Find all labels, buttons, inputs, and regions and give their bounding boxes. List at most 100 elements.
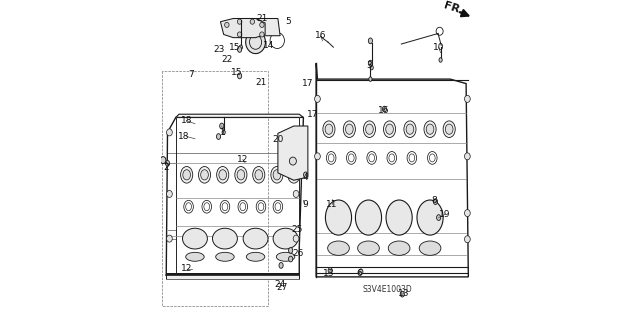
Ellipse shape bbox=[219, 170, 227, 180]
Text: 21: 21 bbox=[256, 14, 268, 23]
Ellipse shape bbox=[225, 22, 229, 27]
Polygon shape bbox=[243, 19, 280, 36]
Polygon shape bbox=[176, 114, 303, 117]
Ellipse shape bbox=[246, 252, 265, 261]
Polygon shape bbox=[166, 274, 300, 279]
Text: 12: 12 bbox=[237, 155, 248, 164]
Ellipse shape bbox=[183, 170, 191, 180]
Ellipse shape bbox=[445, 124, 453, 134]
Text: 25: 25 bbox=[291, 225, 303, 234]
Ellipse shape bbox=[426, 124, 434, 134]
Ellipse shape bbox=[273, 228, 298, 249]
Ellipse shape bbox=[273, 170, 281, 180]
Ellipse shape bbox=[443, 121, 455, 137]
Text: 27: 27 bbox=[276, 283, 288, 292]
Ellipse shape bbox=[369, 77, 372, 81]
Ellipse shape bbox=[465, 236, 470, 243]
Ellipse shape bbox=[328, 241, 349, 255]
Text: 21: 21 bbox=[255, 78, 267, 87]
Text: 15: 15 bbox=[228, 43, 240, 52]
Polygon shape bbox=[278, 126, 308, 180]
Ellipse shape bbox=[289, 157, 296, 165]
Ellipse shape bbox=[382, 106, 387, 112]
Text: 17: 17 bbox=[307, 110, 319, 119]
Ellipse shape bbox=[201, 170, 209, 180]
Ellipse shape bbox=[260, 22, 264, 27]
Text: 7: 7 bbox=[188, 70, 194, 79]
Ellipse shape bbox=[439, 58, 442, 62]
Ellipse shape bbox=[328, 268, 332, 273]
Ellipse shape bbox=[293, 190, 299, 197]
Text: 10: 10 bbox=[433, 43, 444, 52]
Ellipse shape bbox=[250, 19, 255, 24]
Ellipse shape bbox=[253, 167, 265, 183]
Ellipse shape bbox=[436, 215, 441, 220]
Ellipse shape bbox=[465, 153, 470, 160]
Ellipse shape bbox=[325, 200, 351, 235]
Ellipse shape bbox=[433, 199, 438, 204]
Ellipse shape bbox=[323, 121, 335, 137]
Ellipse shape bbox=[198, 167, 211, 183]
Ellipse shape bbox=[386, 124, 394, 134]
Ellipse shape bbox=[216, 134, 221, 139]
Text: 13: 13 bbox=[323, 269, 335, 278]
Text: FR.: FR. bbox=[443, 1, 465, 17]
Ellipse shape bbox=[400, 291, 404, 297]
Text: 22: 22 bbox=[221, 56, 232, 64]
Ellipse shape bbox=[289, 248, 292, 253]
Polygon shape bbox=[220, 19, 265, 38]
Text: 5: 5 bbox=[285, 17, 291, 26]
Ellipse shape bbox=[237, 73, 242, 79]
Ellipse shape bbox=[386, 200, 412, 235]
Ellipse shape bbox=[370, 65, 373, 70]
Ellipse shape bbox=[406, 124, 414, 134]
Ellipse shape bbox=[166, 129, 172, 136]
Ellipse shape bbox=[358, 241, 380, 255]
Text: 19: 19 bbox=[439, 210, 451, 219]
Ellipse shape bbox=[166, 160, 170, 166]
Text: 13: 13 bbox=[398, 289, 410, 298]
Ellipse shape bbox=[220, 123, 224, 129]
Text: 12: 12 bbox=[181, 264, 193, 273]
Ellipse shape bbox=[315, 95, 320, 102]
Text: 15: 15 bbox=[230, 68, 242, 77]
Ellipse shape bbox=[365, 124, 373, 134]
Text: 14: 14 bbox=[262, 41, 274, 50]
Ellipse shape bbox=[271, 167, 283, 183]
Ellipse shape bbox=[237, 32, 242, 37]
Text: 20: 20 bbox=[272, 135, 284, 144]
Ellipse shape bbox=[388, 241, 410, 255]
Ellipse shape bbox=[186, 252, 204, 261]
Ellipse shape bbox=[237, 170, 244, 180]
Ellipse shape bbox=[346, 124, 353, 134]
Ellipse shape bbox=[465, 210, 470, 217]
Ellipse shape bbox=[417, 200, 443, 235]
Text: 17: 17 bbox=[302, 79, 314, 88]
Ellipse shape bbox=[369, 38, 372, 44]
Ellipse shape bbox=[239, 45, 243, 49]
Text: 16: 16 bbox=[315, 31, 326, 40]
Ellipse shape bbox=[325, 124, 333, 134]
Ellipse shape bbox=[160, 157, 166, 164]
Ellipse shape bbox=[293, 129, 299, 136]
Ellipse shape bbox=[288, 167, 300, 183]
Ellipse shape bbox=[424, 121, 436, 137]
Ellipse shape bbox=[369, 60, 372, 66]
Ellipse shape bbox=[303, 172, 308, 178]
Text: 18: 18 bbox=[181, 116, 193, 125]
Ellipse shape bbox=[359, 269, 363, 275]
Ellipse shape bbox=[246, 31, 266, 54]
Ellipse shape bbox=[216, 252, 234, 261]
Ellipse shape bbox=[289, 256, 292, 262]
Text: S3V4E1003D: S3V4E1003D bbox=[363, 285, 413, 294]
Ellipse shape bbox=[343, 121, 355, 137]
Ellipse shape bbox=[217, 167, 228, 183]
Text: 18: 18 bbox=[178, 132, 189, 141]
Text: 2: 2 bbox=[163, 163, 169, 172]
Ellipse shape bbox=[290, 170, 298, 180]
Ellipse shape bbox=[404, 121, 416, 137]
Ellipse shape bbox=[182, 228, 207, 249]
Ellipse shape bbox=[364, 121, 376, 137]
Ellipse shape bbox=[166, 235, 172, 242]
Ellipse shape bbox=[355, 200, 381, 235]
